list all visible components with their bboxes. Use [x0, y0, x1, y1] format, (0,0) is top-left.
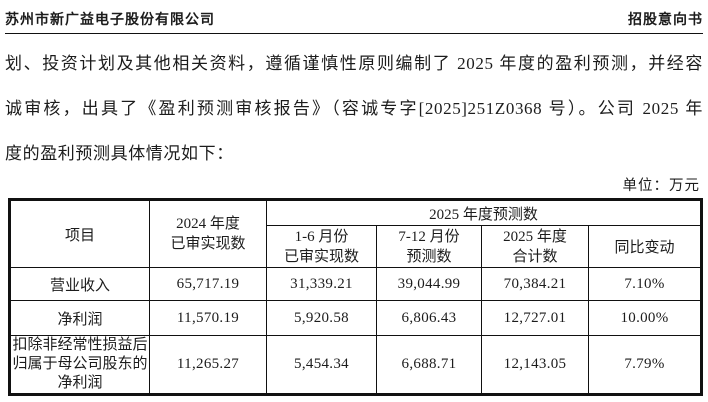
company-name: 苏州市新广益电子股份有限公司	[5, 13, 215, 28]
profit-forecast-table: 项目 2024 年度 已审实现数 2025 年度预测数 1-6 月份 已审实现数…	[8, 198, 704, 396]
cell-item-label: 扣除非经常性损益后归属于母公司股东的净利润	[9, 335, 150, 395]
cell-2024-value: 65,717.19	[149, 267, 267, 301]
cell-h1-value: 31,339.21	[266, 267, 377, 301]
cell-2024-value: 11,265.27	[149, 335, 267, 395]
cell-h1-value: 5,920.58	[266, 300, 377, 336]
header-cell-2024-audited: 2024 年度 已审实现数	[149, 199, 267, 268]
cell-2024-value: 11,570.19	[149, 300, 267, 336]
table-header-row-sub: 1-6 月份 已审实现数 7-12 月份 预测数 2025 年度 合计数 同比变…	[9, 225, 703, 268]
cell-item-label: 营业收入	[9, 267, 150, 301]
header-cell-2025-total: 2025 年度 合计数	[481, 225, 589, 268]
table-row-deducted-net-profit: 扣除非经常性损益后归属于母公司股东的净利润 11,265.27 5,454.34…	[9, 335, 703, 395]
table-row-net-profit: 净利润 11,570.19 5,920.58 6,806.43 12,727.0…	[9, 300, 703, 336]
cell-item-label: 净利润	[9, 300, 150, 336]
header-group-2025-forecast: 2025 年度预测数	[265, 199, 703, 226]
cell-h1-value: 5,454.34	[266, 335, 377, 395]
body-paragraph: 划、投资计划及其他相关资料，遵循谨慎性原则编制了 2025 年度的盈利预测，并经…	[5, 34, 703, 176]
table-row-revenue: 营业收入 65,717.19 31,339.21 39,044.99 70,38…	[9, 267, 703, 301]
cell-total-value: 12,143.05	[481, 335, 589, 395]
header-cell-item: 项目	[9, 199, 150, 268]
paragraph-line-2: 诚审核，出具了《盈利预测审核报告》（容诚专字[2025]251Z0368 号）。…	[5, 99, 703, 118]
header-cell-h1-audited: 1-6 月份 已审实现数	[266, 225, 377, 268]
document-header: 苏州市新广益电子股份有限公司 招股意向书	[5, 0, 703, 31]
unit-label: 单位：万元	[622, 178, 700, 194]
paragraph-line-3: 度的盈利预测具体情况如下：	[5, 144, 234, 163]
cell-total-value: 70,384.21	[481, 267, 589, 301]
header-divider	[5, 33, 703, 34]
cell-total-value: 12,727.01	[481, 300, 589, 336]
header-cell-h2-forecast: 7-12 月份 预测数	[376, 225, 482, 268]
cell-h2-value: 39,044.99	[376, 267, 482, 301]
cell-yoy-value: 10.00%	[587, 300, 703, 336]
document-type-label: 招股意向书	[628, 13, 703, 28]
cell-yoy-value: 7.10%	[587, 267, 703, 301]
cell-yoy-value: 7.79%	[587, 335, 703, 395]
header-cell-yoy-change: 同比变动	[587, 225, 703, 268]
cell-h2-value: 6,806.43	[376, 300, 482, 336]
table-header-row-group: 项目 2024 年度 已审实现数 2025 年度预测数	[9, 199, 703, 268]
cell-h2-value: 6,688.71	[376, 335, 482, 395]
paragraph-line-1: 划、投资计划及其他相关资料，遵循谨慎性原则编制了 2025 年度的盈利预测，并经…	[5, 54, 703, 73]
